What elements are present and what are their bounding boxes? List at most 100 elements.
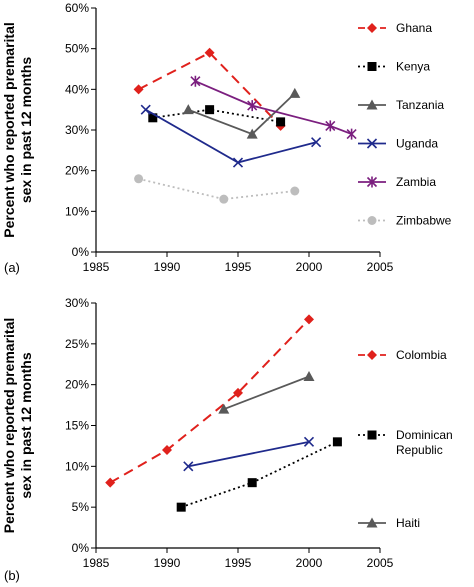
legend-marker <box>366 176 378 188</box>
y-tick-label: 0% <box>72 245 90 259</box>
legend-entry: Colombia <box>358 348 447 362</box>
y-tick-label: 20% <box>65 378 89 392</box>
y-axis-label: Percent who reported premarital <box>1 22 17 238</box>
data-point <box>182 104 194 115</box>
data-point <box>325 120 336 132</box>
series-kenya <box>148 105 286 127</box>
series-zambia <box>190 75 357 140</box>
series-line <box>138 51 282 127</box>
data-point <box>346 128 357 140</box>
data-point <box>162 445 172 455</box>
y-tick-label: 20% <box>65 164 89 178</box>
data-point <box>183 461 194 472</box>
data-point <box>246 128 258 139</box>
series-dominican-republic <box>176 437 342 512</box>
series-line <box>223 375 310 411</box>
data-point <box>232 157 244 168</box>
data-point <box>233 387 243 398</box>
legend-marker <box>367 23 377 33</box>
data-point <box>105 477 116 488</box>
series-line <box>109 318 310 484</box>
series-line <box>195 80 352 135</box>
chart-panel-2: 0% 5% 10% 15% 20% 25% 30% 1985 1990 1995 2000 2005 P… <box>1 296 453 583</box>
legend-label: Colombia <box>396 348 447 362</box>
data-point <box>133 84 144 95</box>
legend-label: Haiti <box>396 516 420 530</box>
series-uganda <box>140 104 322 168</box>
series-line <box>152 108 281 123</box>
data-point <box>276 117 286 127</box>
legend-marker <box>366 99 378 110</box>
series-haiti <box>218 371 315 414</box>
legend-label: Ghana <box>396 21 432 35</box>
data-point <box>247 100 258 112</box>
y-tick-label: 5% <box>72 500 90 514</box>
series-peru <box>183 436 315 472</box>
y-tick-label: 50% <box>65 42 89 56</box>
x-tick-label: 2000 <box>296 260 323 274</box>
series-tanzania <box>182 87 301 139</box>
series-line <box>138 177 295 201</box>
data-point <box>219 194 229 204</box>
data-point <box>304 314 314 325</box>
data-point <box>303 371 315 381</box>
y-tick-label: 30% <box>65 296 89 310</box>
x-tick-label: 1995 <box>225 260 252 274</box>
y-tick-label: 0% <box>72 541 90 555</box>
data-point <box>190 75 201 87</box>
data-point <box>290 186 300 196</box>
legend-marker <box>367 62 377 71</box>
chart-panel-1: 0% 10% 20% 30% 40% 50% 60% 1985 1990 1995 2000 2005… <box>1 1 452 275</box>
series-colombia <box>105 314 314 488</box>
legend-label: Zambia <box>396 175 436 189</box>
data-point <box>289 87 301 98</box>
data-point <box>332 437 342 447</box>
x-tick-label: 1990 <box>154 260 181 274</box>
data-point <box>247 478 257 488</box>
x-tick-label: 1985 <box>83 260 110 274</box>
legend-marker <box>366 138 378 149</box>
x-tick-label: 1990 <box>154 556 181 570</box>
legend-entry: Zimbabwe <box>358 214 452 228</box>
legend-label: Republic <box>396 443 443 457</box>
legend-label: Zimbabwe <box>396 214 452 228</box>
y-tick-label: 40% <box>65 82 89 96</box>
legend-entry: Tanzania <box>358 98 444 112</box>
legend-label: Tanzania <box>396 98 444 112</box>
panel-label: (b) <box>4 568 20 583</box>
series-line <box>188 440 310 468</box>
legend-entry: Zambia <box>358 175 436 189</box>
legend-entry: Uganda <box>358 137 438 151</box>
legend-marker <box>366 517 378 528</box>
x-tick-label: 2005 <box>367 556 394 570</box>
series-line <box>145 108 317 164</box>
y-tick-label: 15% <box>65 419 89 433</box>
data-point <box>148 113 158 123</box>
legend-marker <box>367 430 377 440</box>
series-zimbabwe <box>134 174 300 204</box>
data-point <box>311 137 322 148</box>
y-tick-label: 60% <box>65 1 89 15</box>
panel-label: (a) <box>4 260 20 275</box>
y-tick-label: 30% <box>65 123 89 137</box>
x-tick-label: 1985 <box>83 556 110 570</box>
y-axis-label: Percent who reported premarital <box>1 318 17 534</box>
legend-entry: Haiti <box>358 516 420 530</box>
x-tick-label: 2000 <box>296 556 323 570</box>
legend-entry: Ghana <box>358 21 432 35</box>
data-point <box>218 403 230 414</box>
x-tick-label: 1995 <box>225 556 252 570</box>
legend-label: Kenya <box>396 60 430 74</box>
y-tick-label: 10% <box>65 204 89 218</box>
legend-label: Uganda <box>396 137 438 151</box>
data-point <box>204 47 215 58</box>
legend-marker <box>367 350 377 360</box>
data-point <box>303 436 315 447</box>
data-point <box>134 174 144 184</box>
y-tick-label: 10% <box>65 459 89 473</box>
x-tick-label: 2005 <box>367 260 394 274</box>
data-point <box>205 105 215 115</box>
data-point <box>176 502 186 512</box>
